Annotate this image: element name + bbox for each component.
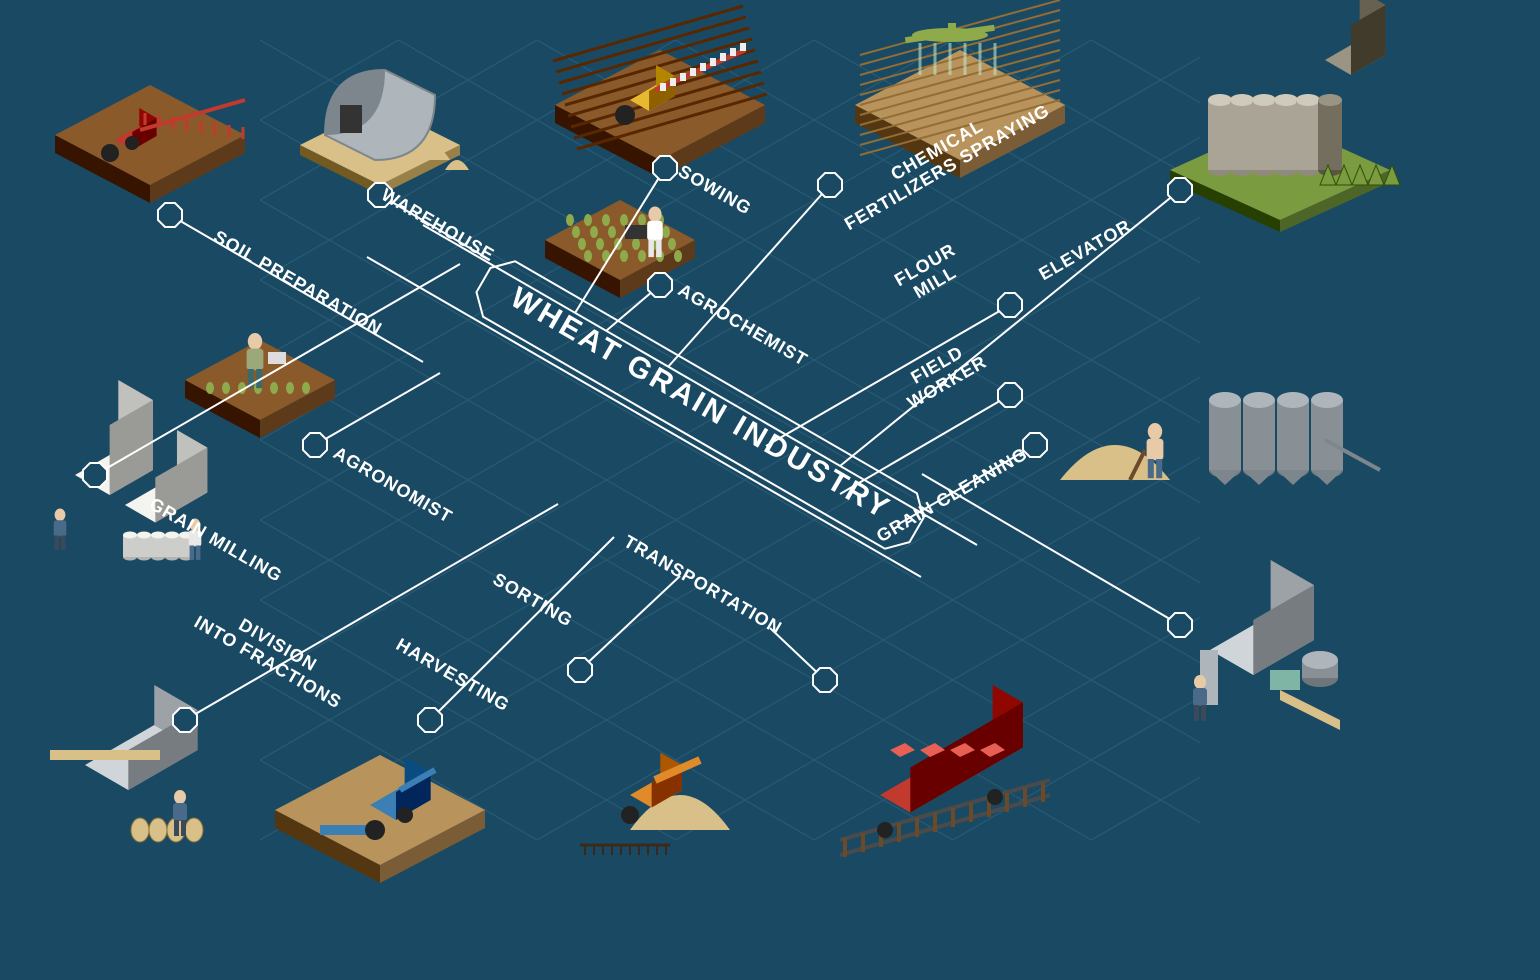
node-flour_mill — [998, 293, 1022, 317]
node-field_worker — [998, 383, 1022, 407]
infographic-root: WHEAT GRAIN INDUSTRYSOIL PREPARATIONWARE… — [0, 0, 1540, 980]
node-sowing — [653, 156, 677, 180]
node-sorting — [568, 658, 592, 682]
node-harvesting — [418, 708, 442, 732]
node-cleaning_branch — [1168, 613, 1192, 637]
node-grain_milling — [83, 463, 107, 487]
node-transportation — [813, 668, 837, 692]
node-agrochemist — [648, 273, 672, 297]
node-agronomist — [303, 433, 327, 457]
node-soil_preparation — [158, 203, 182, 227]
diagram-canvas: WHEAT GRAIN INDUSTRYSOIL PREPARATIONWARE… — [0, 0, 1540, 980]
node-division — [173, 708, 197, 732]
node-chemical_spraying — [818, 173, 842, 197]
node-elevator — [1168, 178, 1192, 202]
